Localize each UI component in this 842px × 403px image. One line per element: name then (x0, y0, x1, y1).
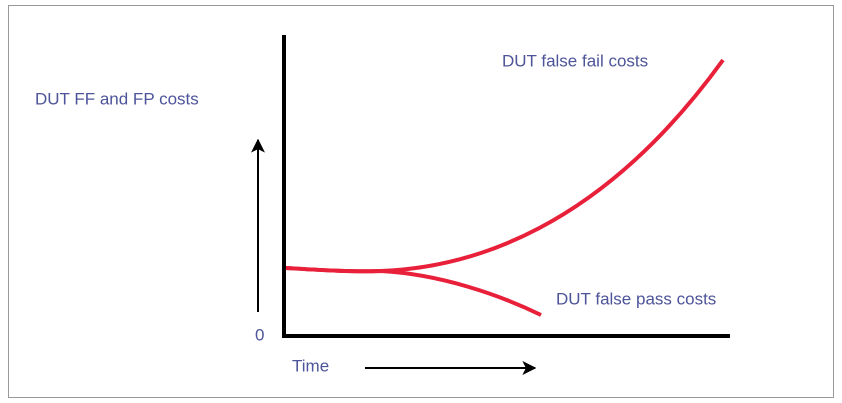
frame (8, 5, 834, 398)
false-fail-label: DUT false fail costs (502, 51, 648, 70)
y-axis-label: DUT FF and FP costs (35, 89, 199, 108)
false-pass-label: DUT false pass costs (556, 289, 716, 308)
false-fail-curve (285, 58, 725, 274)
x-axis-label: Time (292, 356, 329, 375)
origin-label: 0 (255, 325, 264, 344)
false-pass-curve (285, 266, 542, 317)
